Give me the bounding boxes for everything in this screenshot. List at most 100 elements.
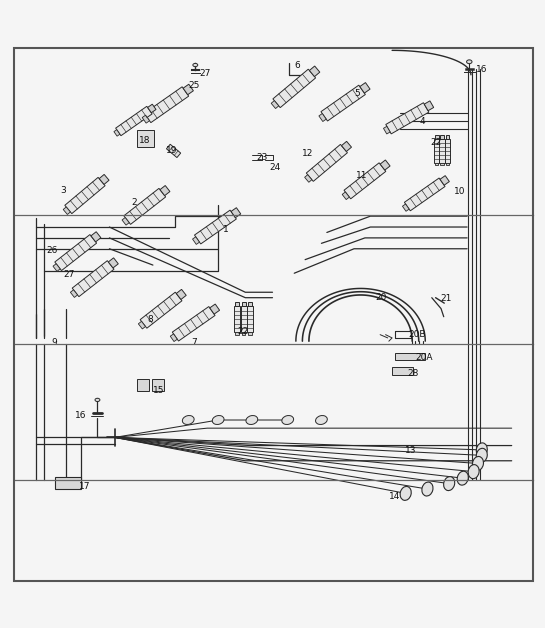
- Polygon shape: [306, 144, 347, 181]
- Text: 5: 5: [354, 89, 360, 99]
- Polygon shape: [241, 306, 247, 332]
- Polygon shape: [384, 126, 390, 134]
- Polygon shape: [321, 85, 365, 121]
- Bar: [137, 379, 149, 391]
- Text: 21: 21: [441, 295, 452, 303]
- Polygon shape: [445, 139, 450, 163]
- Polygon shape: [248, 303, 252, 306]
- Ellipse shape: [193, 63, 198, 67]
- Polygon shape: [72, 261, 114, 296]
- Polygon shape: [249, 332, 252, 335]
- Bar: [392, 367, 413, 375]
- Polygon shape: [310, 66, 320, 77]
- Ellipse shape: [444, 477, 455, 490]
- Polygon shape: [91, 232, 101, 242]
- Text: 28: 28: [407, 369, 419, 378]
- Text: 16: 16: [476, 65, 488, 74]
- Polygon shape: [446, 135, 450, 139]
- Text: 22: 22: [430, 138, 441, 147]
- Polygon shape: [231, 208, 241, 218]
- Bar: [55, 477, 81, 489]
- Ellipse shape: [400, 487, 411, 501]
- Ellipse shape: [95, 398, 100, 401]
- Polygon shape: [440, 176, 450, 185]
- Polygon shape: [70, 290, 77, 298]
- Polygon shape: [114, 129, 120, 136]
- Text: 13: 13: [405, 447, 417, 455]
- Polygon shape: [160, 185, 170, 196]
- Ellipse shape: [212, 416, 224, 425]
- Polygon shape: [446, 163, 449, 165]
- Text: 23: 23: [256, 153, 267, 162]
- Text: 26: 26: [47, 246, 58, 255]
- Polygon shape: [344, 163, 386, 199]
- Polygon shape: [116, 106, 152, 136]
- Polygon shape: [235, 303, 239, 306]
- Text: 20A: 20A: [415, 353, 432, 362]
- Polygon shape: [342, 192, 349, 200]
- Polygon shape: [424, 101, 434, 111]
- Polygon shape: [360, 82, 370, 93]
- Polygon shape: [142, 115, 149, 123]
- Ellipse shape: [422, 482, 433, 496]
- Polygon shape: [305, 175, 312, 182]
- Polygon shape: [271, 100, 278, 109]
- Polygon shape: [99, 175, 109, 185]
- Polygon shape: [166, 144, 181, 158]
- Polygon shape: [404, 178, 445, 211]
- Text: 19: 19: [166, 146, 178, 155]
- Text: 17: 17: [79, 482, 90, 491]
- Ellipse shape: [282, 416, 294, 425]
- Bar: [395, 353, 425, 360]
- Polygon shape: [435, 135, 439, 139]
- Text: 1: 1: [223, 225, 229, 234]
- Polygon shape: [273, 69, 316, 107]
- Polygon shape: [122, 217, 129, 225]
- Polygon shape: [140, 292, 182, 328]
- Text: 8: 8: [147, 315, 153, 324]
- Polygon shape: [148, 104, 156, 113]
- Ellipse shape: [473, 457, 483, 470]
- Polygon shape: [108, 258, 118, 268]
- Polygon shape: [210, 304, 220, 314]
- Polygon shape: [192, 237, 199, 244]
- Polygon shape: [55, 235, 96, 271]
- Text: 27: 27: [199, 69, 210, 78]
- Ellipse shape: [468, 465, 479, 479]
- Text: 15: 15: [153, 386, 164, 394]
- Text: 7: 7: [191, 338, 197, 347]
- Polygon shape: [172, 306, 215, 341]
- Text: 18: 18: [139, 136, 150, 144]
- Ellipse shape: [183, 416, 194, 425]
- Polygon shape: [170, 334, 177, 342]
- Polygon shape: [440, 135, 444, 139]
- Bar: [137, 130, 154, 146]
- Polygon shape: [434, 139, 439, 163]
- Text: 11: 11: [356, 171, 368, 180]
- Bar: [152, 379, 164, 391]
- Text: 6: 6: [294, 60, 300, 70]
- Text: 3: 3: [60, 185, 66, 195]
- Polygon shape: [63, 207, 70, 215]
- Polygon shape: [402, 204, 409, 211]
- Text: 2: 2: [131, 198, 137, 207]
- Polygon shape: [440, 163, 444, 165]
- Text: 20B: 20B: [408, 330, 426, 339]
- Polygon shape: [241, 303, 246, 306]
- Polygon shape: [53, 264, 60, 271]
- Text: 27: 27: [63, 271, 74, 279]
- Ellipse shape: [476, 448, 487, 462]
- Ellipse shape: [246, 416, 258, 425]
- Text: 10: 10: [455, 187, 466, 196]
- Text: 16: 16: [75, 411, 87, 420]
- Polygon shape: [435, 163, 438, 165]
- Ellipse shape: [457, 471, 468, 485]
- Polygon shape: [183, 84, 193, 95]
- Text: 20: 20: [376, 293, 387, 302]
- Text: 4: 4: [419, 117, 425, 126]
- Polygon shape: [242, 332, 245, 335]
- Polygon shape: [176, 290, 186, 300]
- Polygon shape: [247, 306, 253, 332]
- Polygon shape: [380, 160, 390, 170]
- Polygon shape: [234, 306, 240, 332]
